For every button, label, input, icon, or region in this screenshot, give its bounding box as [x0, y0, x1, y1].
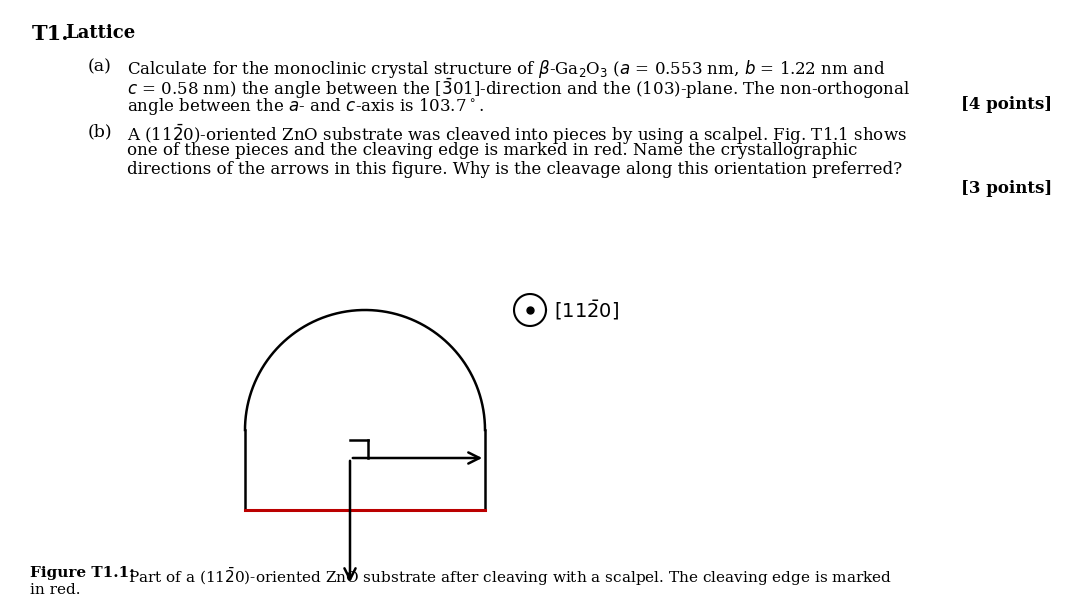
Text: Figure T1.1:: Figure T1.1: — [30, 566, 135, 580]
Text: A (11$\bar{2}$0)-oriented ZnO substrate was cleaved into pieces by using a scalp: A (11$\bar{2}$0)-oriented ZnO substrate … — [127, 123, 907, 147]
Text: (a): (a) — [87, 58, 112, 75]
Text: angle between the $a$- and $c$-axis is 103.7$^\circ$.: angle between the $a$- and $c$-axis is 1… — [127, 96, 484, 117]
Text: one of these pieces and the cleaving edge is marked in red. Name the crystallogr: one of these pieces and the cleaving edg… — [127, 142, 858, 159]
Text: directions of the arrows in this figure. Why is the cleavage along this orientat: directions of the arrows in this figure.… — [127, 161, 902, 178]
Text: (b): (b) — [87, 123, 112, 140]
Text: $c$ = 0.58 nm) the angle between the [$\bar{3}$01]-direction and the (103)-plane: $c$ = 0.58 nm) the angle between the [$\… — [127, 77, 910, 101]
Text: Lattice: Lattice — [65, 24, 135, 42]
Text: Part of a (11$\bar{2}$0)-oriented ZnO substrate after cleaving with a scalpel. T: Part of a (11$\bar{2}$0)-oriented ZnO su… — [129, 566, 892, 588]
Text: Calculate for the monoclinic crystal structure of $\beta$-Ga$_2$O$_3$ ($a$ = 0.5: Calculate for the monoclinic crystal str… — [127, 58, 886, 80]
Text: $[11\bar{2}0]$: $[11\bar{2}0]$ — [554, 298, 619, 322]
Text: [4 points]: [4 points] — [961, 96, 1052, 113]
Text: in red.: in red. — [30, 583, 81, 597]
Text: T1.: T1. — [32, 24, 69, 44]
Text: [3 points]: [3 points] — [961, 180, 1052, 197]
